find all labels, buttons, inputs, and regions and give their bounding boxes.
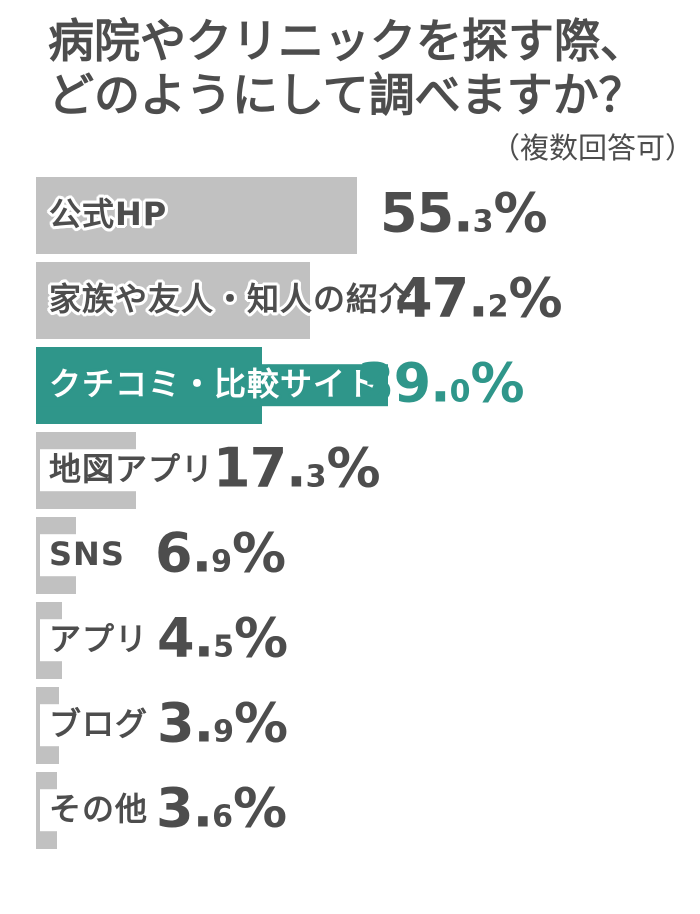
bar-row: 家族や友人・知人の紹介 47. 2%: [36, 261, 700, 339]
bar-chart: 公式HP 55. 3% 家族や友人・知人の紹介 47. 2% クチコミ・比較サイト 39. 0%…: [0, 176, 700, 849]
bar-value: 47. 2%: [395, 266, 563, 330]
bar-label: ブログ: [40, 704, 158, 746]
bar-value: 3. 6%: [156, 776, 287, 840]
bar-value: 6. 9%: [155, 521, 286, 585]
bar-row: SNS 6. 9%: [36, 516, 700, 594]
bar-value: 17. 3%: [213, 436, 381, 500]
bar-value: 55. 3%: [380, 181, 548, 245]
bar-row: ブログ 3. 9%: [36, 686, 700, 764]
bar-label: 地図アプリ: [40, 449, 224, 491]
chart-title: 病院やクリニックを探す際、 どのようにして調べますか？: [48, 14, 690, 123]
chart-title-line2: どのようにして調べますか？: [48, 68, 645, 123]
bar-row: その他 3. 6%: [36, 771, 700, 849]
bar-label: 公式HP: [49, 195, 168, 234]
bar-label: 家族や友人・知人の紹介: [49, 280, 413, 319]
chart-title-line1: 病院やクリニックを探す際、: [48, 14, 646, 68]
bar-value: 39. 0%: [357, 351, 525, 415]
bar: [36, 261, 310, 339]
bar-value: 3. 9%: [157, 691, 288, 755]
bar-label: その他: [40, 789, 158, 831]
bar-row: 公式HP 55. 3%: [36, 176, 700, 254]
multiple-answers-note: （複数回答可）: [490, 130, 694, 165]
bar-label: SNS: [40, 534, 134, 576]
infographic-page: 病院やクリニックを探す際、 どのようにして調べますか？ （複数回答可） 公式HP…: [0, 14, 700, 914]
bar-row: クチコミ・比較サイト 39. 0%: [36, 346, 700, 424]
bar-row: アプリ 4. 5%: [36, 601, 700, 679]
bar-label: アプリ: [40, 619, 158, 661]
bar-row: 地図アプリ 17. 3%: [36, 431, 700, 509]
bar-value: 4. 5%: [157, 606, 288, 670]
bar: [36, 176, 357, 254]
bar-label: クチコミ・比較サイト: [40, 364, 389, 406]
